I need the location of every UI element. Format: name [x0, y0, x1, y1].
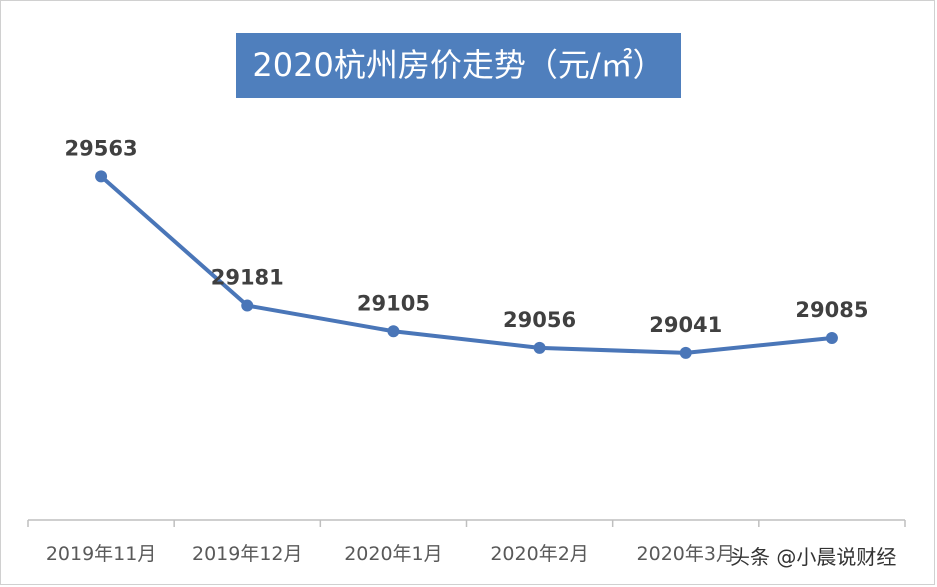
- chart-title: 2020杭州房价走势（元/㎡）: [236, 33, 681, 98]
- data-point: [533, 341, 546, 354]
- data-label: 29563: [65, 136, 138, 160]
- watermark: 头条 @小晨说财经: [730, 545, 897, 569]
- x-tick-label: 2019年11月: [46, 543, 157, 565]
- data-point: [95, 170, 108, 183]
- data-label: 29105: [357, 291, 430, 315]
- data-point: [241, 299, 254, 312]
- x-tick-label: 2020年1月: [344, 543, 442, 565]
- data-label: 29041: [649, 313, 722, 337]
- data-point: [679, 346, 692, 359]
- data-label: 29181: [211, 266, 284, 290]
- x-tick-label: 2020年3月: [637, 543, 735, 565]
- data-label: 29085: [795, 298, 868, 322]
- x-tick-label: 2020年2月: [490, 543, 588, 565]
- x-tick-label: 2019年12月: [192, 543, 303, 565]
- data-point: [387, 325, 400, 338]
- data-label: 29056: [503, 308, 576, 332]
- data-point: [825, 332, 838, 345]
- series-line: [99, 174, 834, 355]
